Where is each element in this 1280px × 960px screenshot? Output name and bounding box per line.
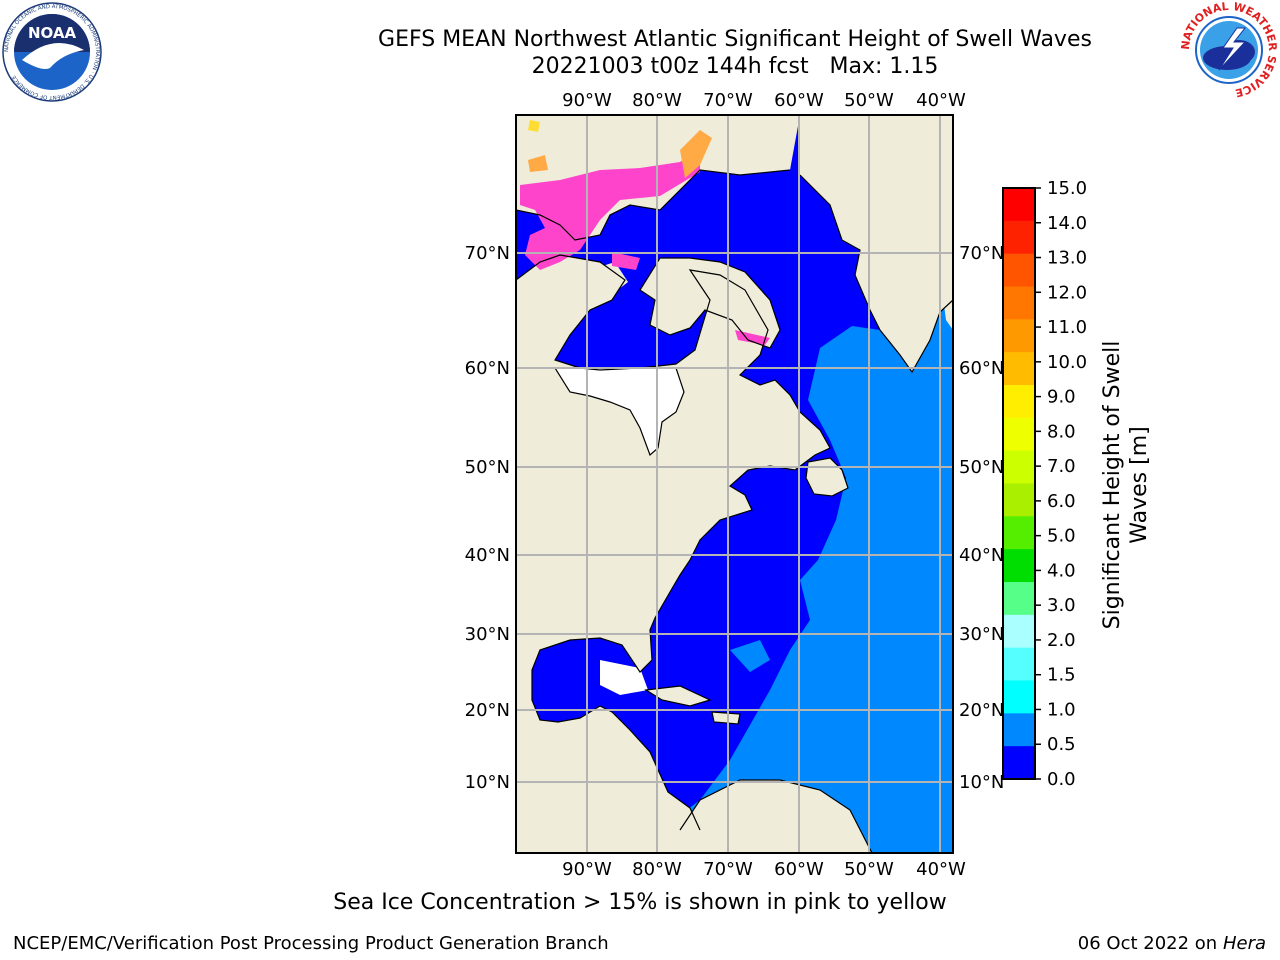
lat-tick-label: 40°N (465, 545, 510, 566)
lon-tick-label: 90°W (562, 90, 612, 111)
lat-tick-label: 40°N (959, 545, 1004, 566)
lat-tick-label: 60°N (465, 358, 510, 379)
land-cuba (646, 686, 710, 706)
colorbar-segment (1003, 647, 1035, 681)
colorbar-segment (1003, 549, 1035, 583)
chart-subtitle: 20221003 t00z 144h fcst Max: 1.15 (531, 54, 939, 79)
lon-tick-labels-bottom: 90°W 80°W 70°W 60°W 50°W 40°W (562, 859, 966, 880)
colorbar-segment (1003, 220, 1035, 255)
colorbar-segment (1003, 253, 1035, 287)
lat-tick-label: 70°N (465, 243, 510, 264)
colorbar-tick-label: 15.0 (1047, 178, 1087, 199)
colorbar-tick-label: 2.0 (1047, 630, 1076, 651)
colorbar-segment (1003, 417, 1035, 452)
lat-tick-label: 50°N (465, 457, 510, 478)
colorbar-label: Significant Height of Swell Waves [m] (1100, 340, 1152, 630)
footer-date-text: 06 Oct 2022 on (1077, 933, 1218, 954)
land-baffin-island (640, 258, 780, 348)
ocean-mid-region (610, 300, 953, 853)
colorbar: 15.0 14.0 13.0 12.0 11.0 10.0 9.0 8.0 7.0 6.0 5.0 4… (1002, 178, 1087, 790)
colorbar-segment (1003, 516, 1035, 550)
colorbar-tick-label: 6.0 (1047, 491, 1076, 512)
colorbar-frame (1002, 187, 1036, 780)
colorbar-tick-label: 4.0 (1047, 560, 1076, 581)
lon-tick-label: 50°W (844, 859, 894, 880)
colorbar-tick-label: 7.0 (1047, 456, 1076, 477)
colorbar-tick-label: 13.0 (1047, 248, 1087, 269)
land-greenland (800, 115, 953, 372)
land-hispaniola (712, 712, 740, 724)
colorbar-tick-label: 8.0 (1047, 421, 1076, 442)
lon-tick-label: 60°W (774, 859, 824, 880)
sea-ice-orange (528, 155, 548, 172)
lon-tick-label: 90°W (562, 859, 612, 880)
sea-ice-caption: Sea Ice Concentration > 15% is shown in … (333, 890, 947, 915)
footer-host: Hera (1222, 933, 1266, 954)
colorbar-segment (1003, 352, 1035, 386)
colorbar-segment (1003, 450, 1035, 484)
colorbar-segment (1003, 680, 1035, 714)
sea-ice-yellow (528, 120, 540, 132)
lat-tick-labels-right: 70°N 60°N 50°N 40°N 30°N 20°N 10°N (959, 243, 1004, 793)
colorbar-segment (1003, 614, 1035, 649)
colorbar-segment (1003, 713, 1035, 747)
lat-tick-label: 20°N (959, 700, 1004, 721)
lat-tick-label: 70°N (959, 243, 1004, 264)
colorbar-tick-label: 10.0 (1047, 352, 1087, 373)
lon-tick-label: 80°W (632, 859, 682, 880)
colorbar-segment (1003, 746, 1035, 780)
lat-tick-label: 20°N (465, 700, 510, 721)
colorbar-tick-label: 1.0 (1047, 699, 1076, 720)
lon-tick-label: 80°W (632, 90, 682, 111)
lat-tick-label: 30°N (959, 624, 1004, 645)
ocean-mid-region (730, 640, 770, 672)
lat-tick-labels-left: 70°N 60°N 50°N 40°N 30°N 20°N 10°N (465, 243, 510, 793)
lat-tick-label: 10°N (959, 772, 1004, 793)
colorbar-segment (1003, 385, 1035, 419)
colorbar-tick-label: 12.0 (1047, 282, 1087, 303)
colorbar-segment (1003, 483, 1035, 517)
lon-tick-label: 60°W (774, 90, 824, 111)
colorbar-segment (1003, 582, 1035, 616)
noaa-logo: NOAA NATIONAL OCEANIC AND ATMOSPHERIC AD… (2, 2, 102, 102)
lon-tick-label: 40°W (916, 90, 966, 111)
lat-tick-label: 50°N (959, 457, 1004, 478)
lat-tick-label: 60°N (959, 358, 1004, 379)
colorbar-tick-label: 14.0 (1047, 213, 1087, 234)
lon-tick-label: 50°W (844, 90, 894, 111)
lat-tick-label: 30°N (465, 624, 510, 645)
map-panel (516, 115, 953, 853)
lon-tick-label: 70°W (703, 90, 753, 111)
lon-tick-label: 40°W (916, 859, 966, 880)
lat-tick-label: 10°N (465, 772, 510, 793)
land-arctic-islands (590, 262, 628, 296)
colorbar-tick-label: 0.5 (1047, 734, 1076, 755)
footer-date: 06 Oct 2022 on Hera (1078, 933, 1266, 954)
colorbar-segment (1003, 319, 1035, 353)
colorbar-tick-label: 1.5 (1047, 665, 1076, 686)
colorbar-segment (1003, 188, 1035, 222)
land-north-america (516, 255, 872, 853)
lon-tick-labels-top: 90°W 80°W 70°W 60°W 50°W 40°W (562, 90, 966, 111)
land-iceland-edge (944, 300, 953, 330)
sea-ice-pink (612, 252, 640, 270)
lon-tick-label: 70°W (703, 859, 753, 880)
sea-ice-pink (520, 148, 700, 270)
gulf-mask (600, 660, 648, 695)
chart-title: GEFS MEAN Northwest Atlantic Significant… (378, 27, 1092, 52)
sea-ice-orange (680, 130, 712, 178)
footer-credit: NCEP/EMC/Verification Post Processing Pr… (13, 933, 609, 954)
map-frame (515, 114, 954, 854)
colorbar-tick-label: 0.0 (1047, 769, 1076, 790)
colorbar-tick-label: 11.0 (1047, 317, 1087, 338)
colorbar-tick-label: 9.0 (1047, 387, 1076, 408)
noaa-logo-text: NOAA (28, 24, 77, 42)
nws-logo: NATIONAL WEATHER SERVICE (1179, 0, 1279, 99)
colorbar-segment (1003, 286, 1035, 320)
colorbar-tick-label: 3.0 (1047, 595, 1076, 616)
colorbar-tick-label: 5.0 (1047, 526, 1076, 547)
graticule (516, 115, 953, 853)
